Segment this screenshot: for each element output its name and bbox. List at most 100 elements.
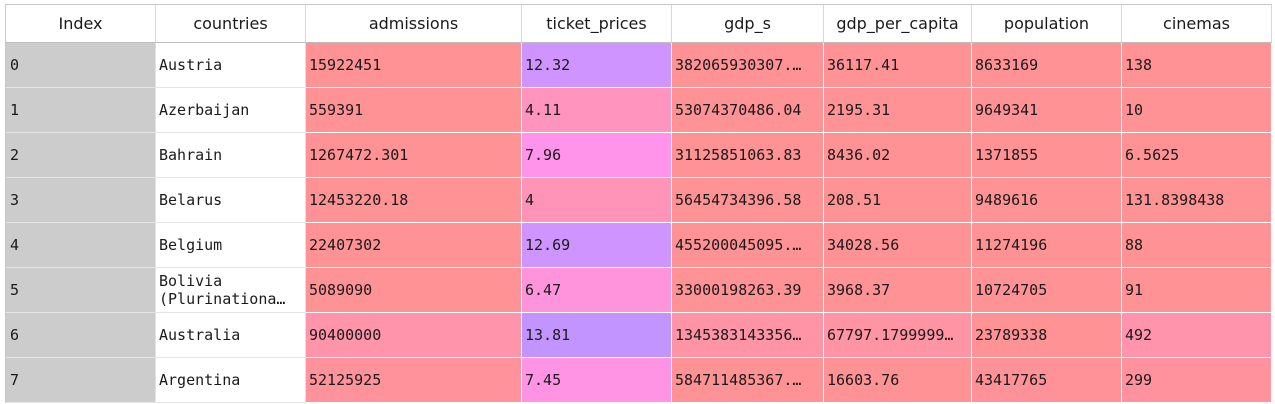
cell-text: 9489616 xyxy=(975,191,1039,209)
cell-cinemas[interactable]: 88 xyxy=(1122,223,1272,268)
cell-ticket-prices[interactable]: 6.47 xyxy=(522,268,672,313)
cell-gdp-s[interactable]: 584711485367.… xyxy=(672,358,824,403)
cell-population[interactable]: 43417765 xyxy=(972,358,1122,403)
cell-text: Bahrain xyxy=(159,146,223,164)
cell-text: 13.81 xyxy=(525,326,571,344)
cell-text: 12.69 xyxy=(525,236,571,254)
cell-countries[interactable]: Austria xyxy=(156,43,306,88)
cell-text: 6.47 xyxy=(525,281,562,299)
cell-population[interactable]: 10724705 xyxy=(972,268,1122,313)
cell-countries[interactable]: Belarus xyxy=(156,178,306,223)
cell-text: 6.5625 xyxy=(1125,146,1180,164)
column-header-countries[interactable]: countries xyxy=(156,5,306,43)
cell-cinemas[interactable]: 91 xyxy=(1122,268,1272,313)
cell-gdp-per-capita[interactable]: 8436.02 xyxy=(824,133,972,178)
column-header-gdp-per-capita[interactable]: gdp_per_capita xyxy=(824,5,972,43)
row-index-cell[interactable]: 3 xyxy=(6,178,156,223)
cell-countries[interactable]: Bolivia (Plurinationa… xyxy=(156,268,306,313)
cell-ticket-prices[interactable]: 12.69 xyxy=(522,223,672,268)
cell-text: 10724705 xyxy=(975,281,1048,299)
cell-text: 131.8398438 xyxy=(1125,191,1225,209)
cell-text: 56454734396.58 xyxy=(675,191,802,209)
cell-admissions[interactable]: 12453220.18 xyxy=(306,178,522,223)
column-header-index[interactable]: Index xyxy=(6,5,156,43)
cell-cinemas[interactable]: 6.5625 xyxy=(1122,133,1272,178)
cell-population[interactable]: 11274196 xyxy=(972,223,1122,268)
cell-population[interactable]: 8633169 xyxy=(972,43,1122,88)
cell-text: 31125851063.83 xyxy=(675,146,802,164)
column-header-ticket-prices[interactable]: ticket_prices xyxy=(522,5,672,43)
cell-ticket-prices[interactable]: 7.96 xyxy=(522,133,672,178)
cell-text: 208.51 xyxy=(827,191,882,209)
cell-ticket-prices[interactable]: 4 xyxy=(522,178,672,223)
cell-admissions[interactable]: 22407302 xyxy=(306,223,522,268)
cell-text: Belgium xyxy=(159,236,223,254)
cell-admissions[interactable]: 15922451 xyxy=(306,43,522,88)
cell-ticket-prices[interactable]: 13.81 xyxy=(522,313,672,358)
cell-population[interactable]: 23789338 xyxy=(972,313,1122,358)
cell-text: 33000198263.39 xyxy=(675,281,802,299)
row-index-cell[interactable]: 0 xyxy=(6,43,156,88)
cell-text: Argentina xyxy=(159,371,241,389)
cell-text: 8436.02 xyxy=(827,146,891,164)
cell-gdp-per-capita[interactable]: 36117.41 xyxy=(824,43,972,88)
cell-gdp-per-capita[interactable]: 2195.31 xyxy=(824,88,972,133)
row-index-cell[interactable]: 5 xyxy=(6,268,156,313)
cell-text: 8633169 xyxy=(975,56,1039,74)
row-index-cell[interactable]: 1 xyxy=(6,88,156,133)
cell-gdp-s[interactable]: 33000198263.39 xyxy=(672,268,824,313)
cell-population[interactable]: 9649341 xyxy=(972,88,1122,133)
cell-cinemas[interactable]: 299 xyxy=(1122,358,1272,403)
cell-gdp-per-capita[interactable]: 3968.37 xyxy=(824,268,972,313)
cell-population[interactable]: 9489616 xyxy=(972,178,1122,223)
cell-countries[interactable]: Azerbaijan xyxy=(156,88,306,133)
cell-gdp-s[interactable]: 382065930307.… xyxy=(672,43,824,88)
cell-text: 0 xyxy=(10,56,20,74)
cell-text: Azerbaijan xyxy=(159,101,250,119)
cell-ticket-prices[interactable]: 4.11 xyxy=(522,88,672,133)
cell-admissions[interactable]: 90400000 xyxy=(306,313,522,358)
cell-admissions[interactable]: 5089090 xyxy=(306,268,522,313)
cell-admissions[interactable]: 52125925 xyxy=(306,358,522,403)
cell-population[interactable]: 1371855 xyxy=(972,133,1122,178)
cell-admissions[interactable]: 559391 xyxy=(306,88,522,133)
cell-gdp-s[interactable]: 1345383143356… xyxy=(672,313,824,358)
column-header-population[interactable]: population xyxy=(972,5,1122,43)
cell-gdp-s[interactable]: 56454734396.58 xyxy=(672,178,824,223)
cell-admissions[interactable]: 1267472.301 xyxy=(306,133,522,178)
cell-text: 34028.56 xyxy=(827,236,900,254)
cell-text: 6 xyxy=(10,326,20,344)
cell-gdp-s[interactable]: 53074370486.04 xyxy=(672,88,824,133)
cell-gdp-per-capita[interactable]: 208.51 xyxy=(824,178,972,223)
cell-ticket-prices[interactable]: 7.45 xyxy=(522,358,672,403)
cell-text: 299 xyxy=(1125,371,1153,389)
cell-text: 492 xyxy=(1125,326,1153,344)
row-index-cell[interactable]: 6 xyxy=(6,313,156,358)
cell-text: 9649341 xyxy=(975,101,1039,119)
cell-cinemas[interactable]: 131.8398438 xyxy=(1122,178,1272,223)
cell-text: Austria xyxy=(159,56,223,74)
cell-gdp-per-capita[interactable]: 67797.1799999… xyxy=(824,313,972,358)
cell-cinemas[interactable]: 492 xyxy=(1122,313,1272,358)
cell-countries[interactable]: Belgium xyxy=(156,223,306,268)
cell-text: 16603.76 xyxy=(827,371,900,389)
cell-gdp-per-capita[interactable]: 16603.76 xyxy=(824,358,972,403)
row-index-cell[interactable]: 7 xyxy=(6,358,156,403)
cell-text: 1 xyxy=(10,101,20,119)
cell-gdp-s[interactable]: 31125851063.83 xyxy=(672,133,824,178)
row-index-cell[interactable]: 2 xyxy=(6,133,156,178)
cell-text: 11274196 xyxy=(975,236,1048,254)
cell-gdp-per-capita[interactable]: 34028.56 xyxy=(824,223,972,268)
cell-cinemas[interactable]: 10 xyxy=(1122,88,1272,133)
cell-text: 88 xyxy=(1125,236,1144,254)
cell-gdp-s[interactable]: 455200045095.… xyxy=(672,223,824,268)
row-index-cell[interactable]: 4 xyxy=(6,223,156,268)
cell-countries[interactable]: Bahrain xyxy=(156,133,306,178)
cell-countries[interactable]: Argentina xyxy=(156,358,306,403)
column-header-gdp-s[interactable]: gdp_s xyxy=(672,5,824,43)
cell-countries[interactable]: Australia xyxy=(156,313,306,358)
column-header-admissions[interactable]: admissions xyxy=(306,5,522,43)
cell-ticket-prices[interactable]: 12.32 xyxy=(522,43,672,88)
cell-cinemas[interactable]: 138 xyxy=(1122,43,1272,88)
column-header-cinemas[interactable]: cinemas xyxy=(1122,5,1272,43)
